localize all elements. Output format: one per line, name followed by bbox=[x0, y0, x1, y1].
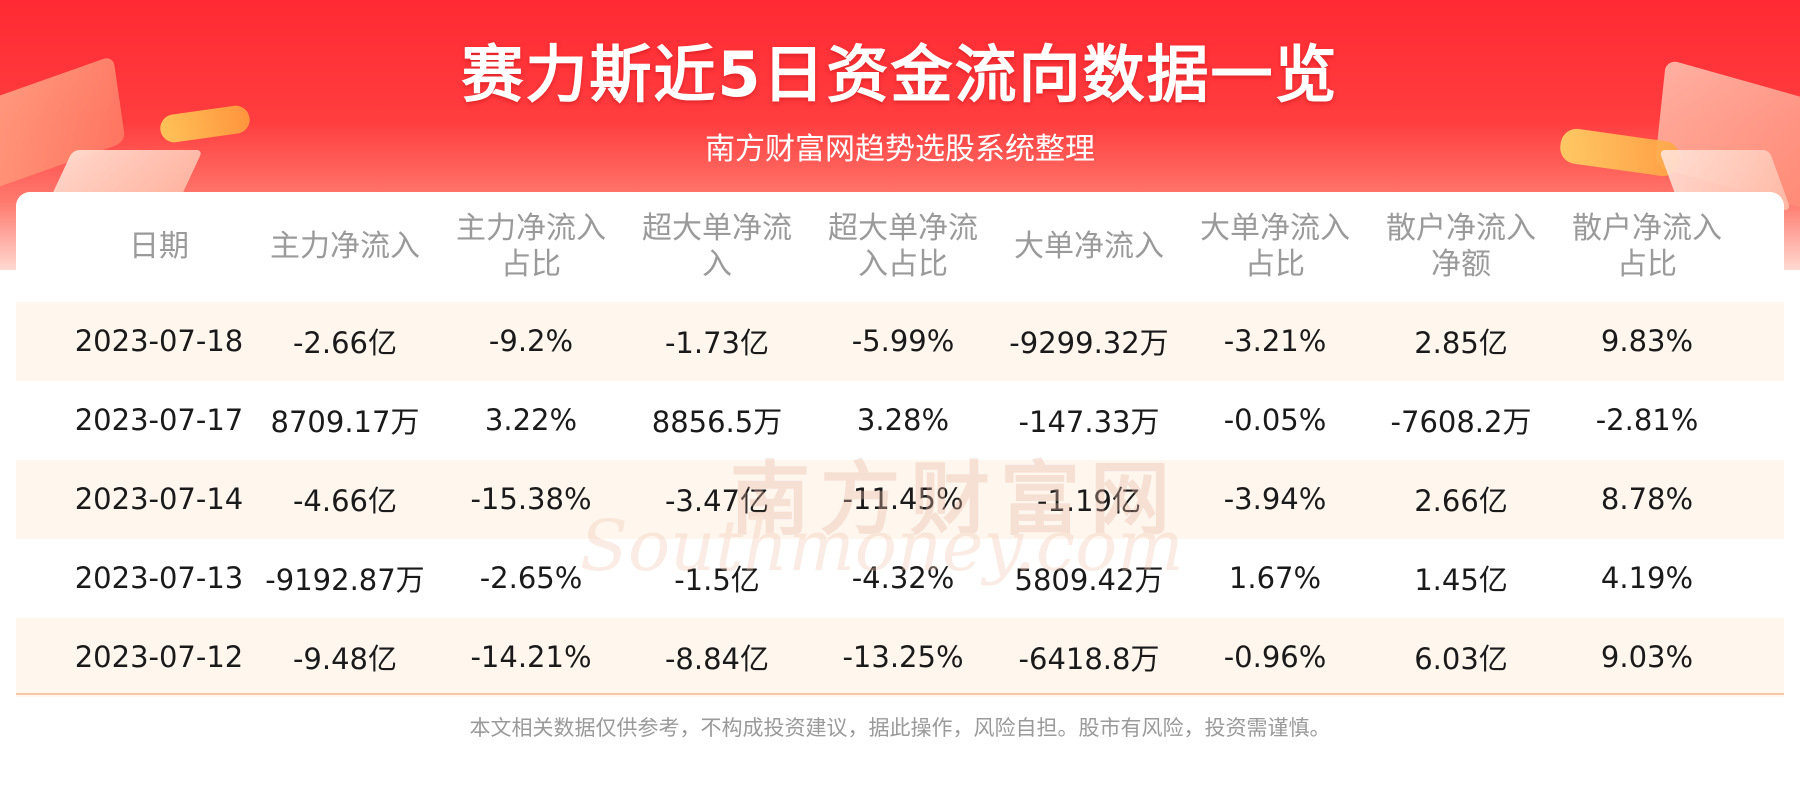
data-table-card: 日期 主力净流入 主力净流入 占比 超大单净流 入 超大单净流 入占比 大单净流… bbox=[16, 192, 1784, 697]
column-header-main-inflow: 主力净流入 bbox=[270, 229, 420, 264]
cell-date: 2023-07-12 bbox=[74, 640, 244, 674]
cell-super-large-ratio: -5.99% bbox=[851, 324, 955, 358]
cell-large-inflow: -147.33万 bbox=[1018, 405, 1160, 439]
cell-retail-net: 2.85亿 bbox=[1414, 326, 1508, 360]
column-header-super-large-inflow: 超大单净流 入 bbox=[642, 211, 792, 282]
table-header-row: 日期 主力净流入 主力净流入 占比 超大单净流 入 超大单净流 入占比 大单净流… bbox=[16, 192, 1784, 302]
cell-retail-ratio: 8.78% bbox=[1600, 482, 1694, 516]
cell-large-inflow: -9299.32万 bbox=[1009, 326, 1169, 360]
cell-large-ratio: 1.67% bbox=[1228, 561, 1322, 595]
cell-main-ratio: -9.2% bbox=[488, 324, 574, 358]
page-title: 赛力斯近5日资金流向数据一览 bbox=[461, 38, 1339, 111]
cell-main-inflow: -9.48亿 bbox=[292, 642, 398, 676]
table-row: 2023-07-12 -9.48亿 -14.21% -8.84亿 -13.25%… bbox=[16, 618, 1784, 697]
cell-super-large-inflow: -1.73亿 bbox=[664, 326, 770, 360]
cell-main-inflow: -2.66亿 bbox=[292, 326, 398, 360]
table-row: 2023-07-14 -4.66亿 -15.38% -3.47亿 -11.45%… bbox=[16, 460, 1784, 539]
divider bbox=[16, 693, 1784, 695]
table-row: 2023-07-18 -2.66亿 -9.2% -1.73亿 -5.99% -9… bbox=[16, 302, 1784, 381]
cell-retail-ratio: -2.81% bbox=[1595, 403, 1699, 437]
cell-large-ratio: -0.05% bbox=[1223, 403, 1327, 437]
cell-large-inflow: 5809.42万 bbox=[1014, 563, 1164, 597]
cell-main-ratio: -15.38% bbox=[470, 482, 592, 516]
cell-super-large-ratio: -11.45% bbox=[842, 482, 964, 516]
cell-super-large-inflow: 8856.5万 bbox=[651, 405, 783, 439]
cell-large-inflow: -6418.8万 bbox=[1018, 642, 1160, 676]
cell-main-ratio: -14.21% bbox=[470, 640, 592, 674]
column-header-large-ratio: 大单净流入 占比 bbox=[1200, 211, 1350, 282]
cell-retail-ratio: 9.03% bbox=[1600, 640, 1694, 674]
cell-retail-ratio: 4.19% bbox=[1600, 561, 1694, 595]
cell-super-large-ratio: -13.25% bbox=[842, 640, 964, 674]
cell-large-ratio: -3.21% bbox=[1223, 324, 1327, 358]
table-body: 2023-07-18 -2.66亿 -9.2% -1.73亿 -5.99% -9… bbox=[16, 302, 1784, 697]
cell-main-inflow: -4.66亿 bbox=[292, 484, 398, 518]
column-header-date: 日期 bbox=[129, 229, 189, 264]
cell-retail-net: 1.45亿 bbox=[1414, 563, 1508, 597]
cell-retail-net: 6.03亿 bbox=[1414, 642, 1508, 676]
cell-date: 2023-07-17 bbox=[74, 403, 244, 437]
cell-large-ratio: -0.96% bbox=[1223, 640, 1327, 674]
column-header-super-large-ratio: 超大单净流 入占比 bbox=[828, 211, 978, 282]
cell-retail-net: 2.66亿 bbox=[1414, 484, 1508, 518]
table-row: 2023-07-13 -9192.87万 -2.65% -1.5亿 -4.32%… bbox=[16, 539, 1784, 618]
cell-date: 2023-07-18 bbox=[74, 324, 244, 358]
column-header-main-inflow-ratio: 主力净流入 占比 bbox=[456, 211, 606, 282]
cell-retail-ratio: 9.83% bbox=[1600, 324, 1694, 358]
column-header-large-inflow: 大单净流入 bbox=[1014, 229, 1164, 264]
cell-retail-net: -7608.2万 bbox=[1390, 405, 1532, 439]
cell-date: 2023-07-14 bbox=[74, 482, 244, 516]
cell-super-large-ratio: -4.32% bbox=[851, 561, 955, 595]
cell-super-large-inflow: -1.5亿 bbox=[674, 563, 760, 597]
cell-date: 2023-07-13 bbox=[74, 561, 244, 595]
column-header-retail-ratio: 散户净流入 占比 bbox=[1572, 211, 1722, 282]
cell-main-ratio: 3.22% bbox=[484, 403, 578, 437]
footer-disclaimer: 本文相关数据仅供参考，不构成投资建议，据此操作，风险自担。股市有风险，投资需谨慎… bbox=[469, 716, 1331, 740]
cell-super-large-ratio: 3.28% bbox=[856, 403, 950, 437]
cell-main-inflow: 8709.17万 bbox=[270, 405, 420, 439]
page-subtitle: 南方财富网趋势选股系统整理 bbox=[705, 132, 1095, 167]
cell-main-inflow: -9192.87万 bbox=[265, 563, 425, 597]
table-row: 2023-07-17 8709.17万 3.22% 8856.5万 3.28% … bbox=[16, 381, 1784, 460]
cell-large-inflow: -1.19亿 bbox=[1036, 484, 1142, 518]
cell-super-large-inflow: -8.84亿 bbox=[664, 642, 770, 676]
column-header-retail-net: 散户净流入 净额 bbox=[1386, 211, 1536, 282]
cell-main-ratio: -2.65% bbox=[479, 561, 583, 595]
cell-super-large-inflow: -3.47亿 bbox=[664, 484, 770, 518]
cell-large-ratio: -3.94% bbox=[1223, 482, 1327, 516]
